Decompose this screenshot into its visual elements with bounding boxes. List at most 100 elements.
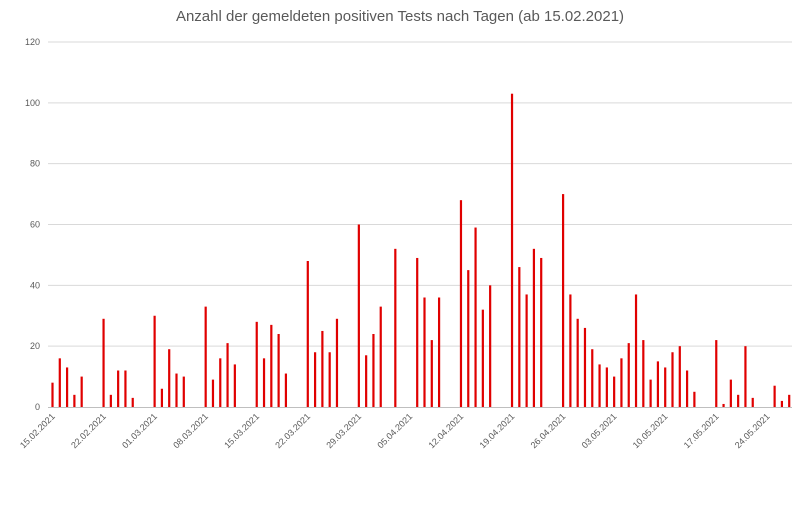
bar-02.05.2021 [606,367,608,407]
bar-19.04.2021 [511,94,513,407]
x-tick-label: 15.02.2021 [18,411,57,450]
bar-05.03.2021 [183,377,185,407]
bar-08.03.2021 [205,307,207,407]
bar-05.05.2021 [628,343,630,407]
y-tick-label: 40 [30,280,40,290]
x-tick-label: 01.03.2021 [120,411,159,450]
x-tick-label: 15.03.2021 [222,411,261,450]
bar-20.04.2021 [518,267,520,407]
x-tick-label: 22.02.2021 [69,411,108,450]
bar-03.03.2021 [168,349,170,407]
y-tick-label: 0 [35,402,40,412]
bar-09.03.2021 [212,380,214,407]
bar-30.04.2021 [591,349,593,407]
bar-21.05.2021 [744,346,746,407]
bar-17.02.2021 [66,367,68,407]
bar-24.02.2021 [117,371,119,408]
x-tick-label: 22.03.2021 [273,411,312,450]
bar-14.05.2021 [693,392,695,407]
bar-23.03.2021 [314,352,316,407]
bar-29.03.2021 [358,225,360,408]
bar-06.04.2021 [416,258,418,407]
bar-19.05.2021 [730,380,732,407]
bar-15.03.2021 [256,322,258,407]
bar-08.05.2021 [650,380,652,407]
bar-26.04.2021 [562,194,564,407]
bar-10.05.2021 [664,367,666,407]
bar-24.03.2021 [321,331,323,407]
bar-07.04.2021 [423,298,425,408]
bar-22.03.2021 [307,261,309,407]
bar-18.05.2021 [722,404,724,407]
bar-21.04.2021 [526,294,528,407]
bar-15.02.2021 [51,383,53,407]
bar-19.03.2021 [285,374,287,407]
bar-25.02.2021 [124,371,126,408]
bar-15.04.2021 [482,310,484,407]
bar-06.05.2021 [635,294,637,407]
y-axis-ticks: 0 20 40 60 80 100 120 [25,37,40,412]
x-tick-label: 10.05.2021 [631,411,670,450]
bar-26.03.2021 [336,319,338,407]
bar-17.03.2021 [270,325,272,407]
y-tick-label: 60 [30,220,40,230]
bar-12.05.2021 [679,346,681,407]
bar-25.05.2021 [774,386,776,407]
bar-10.03.2021 [219,358,221,407]
bar-13.05.2021 [686,371,688,408]
bar-31.03.2021 [372,334,374,407]
bar-22.05.2021 [752,398,754,407]
y-tick-label: 20 [30,341,40,351]
bar-26.02.2021 [132,398,134,407]
bar-16.04.2021 [489,285,491,407]
bar-07.05.2021 [642,340,644,407]
bar-13.04.2021 [467,270,469,407]
bar-01.04.2021 [380,307,382,407]
bar-09.05.2021 [657,361,659,407]
bar-01.05.2021 [598,364,600,407]
bar-09.04.2021 [438,298,440,408]
x-tick-label: 08.03.2021 [171,411,210,450]
bar-23.02.2021 [110,395,112,407]
bar-04.05.2021 [620,358,622,407]
x-tick-label: 05.04.2021 [375,411,414,450]
bar-14.04.2021 [474,228,476,407]
x-axis-ticks: 15.02.2021 22.02.2021 01.03.2021 08.03.2021… [18,411,772,450]
y-tick-label: 120 [25,37,40,47]
bar-28.04.2021 [577,319,579,407]
bar-08.04.2021 [431,340,433,407]
x-tick-label: 24.05.2021 [733,411,772,450]
bar-11.03.2021 [226,343,228,407]
bar-26.05.2021 [781,401,783,407]
bar-12.04.2021 [460,200,462,407]
bar-22.04.2021 [533,249,535,407]
bar-17.05.2021 [715,340,717,407]
bar-16.03.2021 [263,358,265,407]
x-tick-label: 26.04.2021 [529,411,568,450]
bar-11.05.2021 [671,352,673,407]
bar-03.05.2021 [613,377,615,407]
x-tick-label: 19.04.2021 [478,411,517,450]
bar-12.03.2021 [234,364,236,407]
x-tick-label: 12.04.2021 [426,411,465,450]
bar-20.05.2021 [737,395,739,407]
x-tick-label: 17.05.2021 [682,411,721,450]
bar-04.03.2021 [175,374,177,407]
bars [51,94,790,407]
y-tick-label: 80 [30,159,40,169]
x-tick-label: 03.05.2021 [580,411,619,450]
bar-19.02.2021 [81,377,83,407]
bar-27.05.2021 [788,395,790,407]
bar-23.04.2021 [540,258,542,407]
bar-18.03.2021 [278,334,280,407]
bar-01.03.2021 [154,316,156,407]
bar-27.04.2021 [569,294,571,407]
bar-29.04.2021 [584,328,586,407]
bar-03.04.2021 [394,249,396,407]
y-tick-label: 100 [25,98,40,108]
bar-25.03.2021 [329,352,331,407]
bar-16.02.2021 [59,358,61,407]
bar-22.02.2021 [102,319,104,407]
